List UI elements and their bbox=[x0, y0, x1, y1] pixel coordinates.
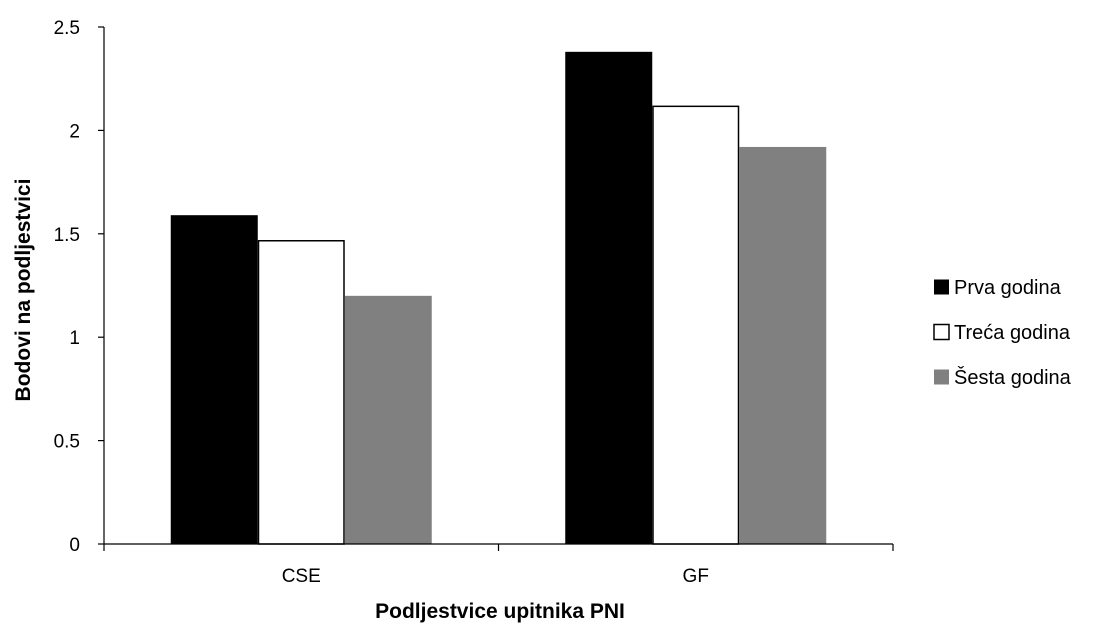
legend-swatch bbox=[933, 323, 950, 341]
y-ticks-group: 0 0.5 1 1.5 2 2.5 bbox=[54, 18, 104, 556]
bar bbox=[170, 215, 258, 545]
y-tick-label: 1 bbox=[69, 328, 80, 349]
y-tick-label: 0.5 bbox=[54, 432, 80, 453]
y-tick-label: 2.5 bbox=[54, 18, 80, 39]
legend-swatch bbox=[934, 279, 949, 295]
y-tick-label: 1.5 bbox=[54, 225, 80, 246]
x-tick-label: GF bbox=[683, 566, 709, 587]
bars-group bbox=[170, 51, 827, 545]
bar bbox=[652, 105, 740, 545]
legend-label: Prva godina bbox=[954, 277, 1062, 299]
legend-label: Treća godina bbox=[954, 322, 1071, 344]
x-tick-label: CSE bbox=[282, 566, 321, 587]
y-axis-title: Bodovi na podljestvici bbox=[12, 179, 35, 402]
x-ticks-group: CSE GF bbox=[103, 544, 894, 587]
bar bbox=[257, 240, 345, 545]
bar bbox=[565, 51, 653, 544]
y-tick-label: 0 bbox=[69, 535, 80, 556]
bar bbox=[344, 295, 432, 544]
y-tick-label: 2 bbox=[69, 121, 80, 142]
x-axis-title: Podljestvice upitnika PNI bbox=[375, 600, 625, 623]
bar bbox=[739, 146, 827, 544]
legend: Prva godina Treća godina Šesta godina bbox=[933, 277, 1072, 389]
legend-label: Šesta godina bbox=[954, 366, 1072, 389]
legend-swatch bbox=[934, 369, 949, 385]
